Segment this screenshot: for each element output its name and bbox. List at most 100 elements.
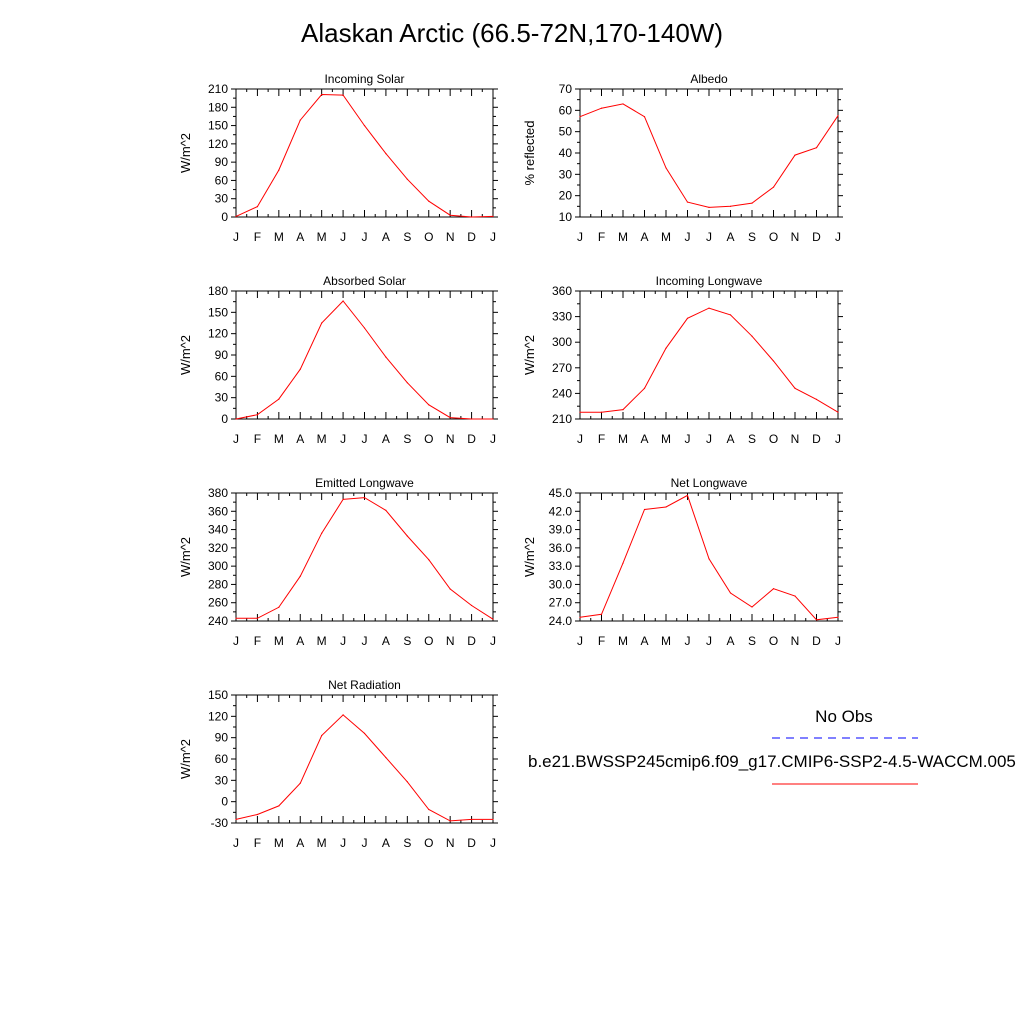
chart-5-point xyxy=(428,559,430,561)
chart-5-xtick-label: S xyxy=(403,634,411,648)
chart-2-ytick-label: 20 xyxy=(559,189,573,203)
chart-4-point xyxy=(643,387,646,389)
chart-1-ytick-label: 0 xyxy=(221,210,228,224)
chart-1-point xyxy=(342,94,344,96)
chart-2-xtick-label: O xyxy=(769,230,778,244)
chart-4-point xyxy=(665,347,667,349)
chart-4-xtick-label: J xyxy=(706,432,712,446)
chart-5-point xyxy=(299,575,301,577)
chart-5-ytick-label: 300 xyxy=(208,559,228,573)
chart-5-ytick-label: 380 xyxy=(208,486,228,500)
chart-4-ytick-label: 270 xyxy=(552,361,572,375)
chart-7-ytick-label: 60 xyxy=(215,752,229,766)
chart-6-point xyxy=(772,588,775,590)
chart-2-ylabel: % reflected xyxy=(522,120,537,185)
chart-3-point xyxy=(449,416,451,419)
chart-3-ytick-label: 90 xyxy=(215,348,229,362)
chart-1-title: Incoming Solar xyxy=(324,72,404,86)
chart-6-xtick-label: O xyxy=(769,634,778,648)
chart-5-point xyxy=(256,617,259,619)
chart-6-series-line xyxy=(579,494,839,621)
chart-2-series-line xyxy=(579,103,839,208)
chart-6-ytick-label: 24.0 xyxy=(549,614,573,628)
chart-5-xtick-label: J xyxy=(233,634,239,648)
chart-3-xtick-label: J xyxy=(340,432,346,446)
chart-3-point xyxy=(235,418,237,420)
legend-obs-label: No Obs xyxy=(815,707,873,726)
chart-4-xtick-label: J xyxy=(577,432,583,446)
chart-3-point xyxy=(492,418,494,420)
chart-5-point xyxy=(342,498,344,500)
chart-6-point xyxy=(579,616,581,618)
chart-4-xtick-label: F xyxy=(598,432,605,446)
chart-1-point xyxy=(278,169,280,171)
chart-5-point xyxy=(470,604,473,607)
chart-1-xtick-label: S xyxy=(403,230,411,244)
chart-3-point xyxy=(321,322,323,324)
chart-5-point xyxy=(449,588,451,590)
chart-5-xtick-label: N xyxy=(446,634,455,648)
chart-1-ytick-label: 90 xyxy=(215,155,229,169)
chart-3-point xyxy=(299,368,301,370)
chart-6-ytick-label: 27.0 xyxy=(549,596,573,610)
chart-5-point xyxy=(321,532,323,534)
chart-6-point xyxy=(600,613,603,615)
chart-1-ytick-label: 30 xyxy=(215,192,229,206)
chart-6-xtick-label: J xyxy=(706,634,712,648)
chart-2-point xyxy=(643,116,646,118)
chart-6-point xyxy=(643,508,646,511)
legend-model-label: b.e21.BWSSP245cmip6.f09_g17.CMIP6-SSP2-4… xyxy=(528,752,1016,771)
chart-5-xtick-label: J xyxy=(340,634,346,648)
chart-5-ytick-label: 240 xyxy=(208,614,228,628)
chart-3-ytick-label: 60 xyxy=(215,369,229,383)
chart-4-point xyxy=(622,409,624,411)
chart-3-xtick-label: A xyxy=(382,432,390,446)
chart-6-xtick-label: D xyxy=(812,634,821,648)
chart-4-point xyxy=(751,335,753,337)
chart-2-frame xyxy=(579,88,839,218)
chart-3-point xyxy=(385,356,387,358)
chart-4-ytick-label: 300 xyxy=(552,335,572,349)
chart-2-xtick-label: M xyxy=(618,230,628,244)
chart-3-point xyxy=(342,300,344,302)
chart-3-xtick-label: F xyxy=(254,432,261,446)
chart-5-point xyxy=(278,606,280,608)
chart-7-series-line xyxy=(235,714,493,822)
chart-7-point xyxy=(363,732,366,735)
chart-1-point xyxy=(449,214,451,216)
chart-6-xtick-label: N xyxy=(791,634,800,648)
chart-5-xtick-label: D xyxy=(467,634,476,648)
chart-1-xtick-label: F xyxy=(254,230,261,244)
chart-4-point xyxy=(708,307,710,309)
chart-1-xtick-label: A xyxy=(296,230,304,244)
chart-1-point xyxy=(428,200,430,202)
chart-7-point xyxy=(278,805,280,807)
chart-7-title: Net Radiation xyxy=(328,678,401,692)
chart-5-title: Emitted Longwave xyxy=(315,476,414,490)
chart-6-xtick-label: F xyxy=(598,634,605,648)
chart-5-xtick-label: J xyxy=(362,634,368,648)
chart-5-ytick-label: 340 xyxy=(208,523,228,537)
chart-1-point xyxy=(299,119,301,121)
chart-7-xtick-label: A xyxy=(382,836,390,850)
chart-4-xtick-label: J xyxy=(685,432,691,446)
chart-7-ytick-label: 120 xyxy=(208,709,228,723)
chart-5-ytick-label: 280 xyxy=(208,577,228,591)
chart-1-point xyxy=(406,178,408,180)
chart-1-point xyxy=(235,215,237,217)
chart-3-xtick-label: J xyxy=(362,432,368,446)
chart-4-point xyxy=(600,411,603,413)
chart-2-point xyxy=(772,186,775,188)
chart-7-ytick-label: 0 xyxy=(221,795,228,809)
chart-2-xtick-label: J xyxy=(835,230,841,244)
chart-3-xtick-label: J xyxy=(233,432,239,446)
chart-3-ytick-label: 0 xyxy=(221,412,228,426)
chart-2-xtick-label: N xyxy=(791,230,800,244)
chart-5-xtick-label: F xyxy=(254,634,261,648)
chart-1-ytick-label: 180 xyxy=(208,100,228,114)
chart-7-frame xyxy=(235,694,494,824)
